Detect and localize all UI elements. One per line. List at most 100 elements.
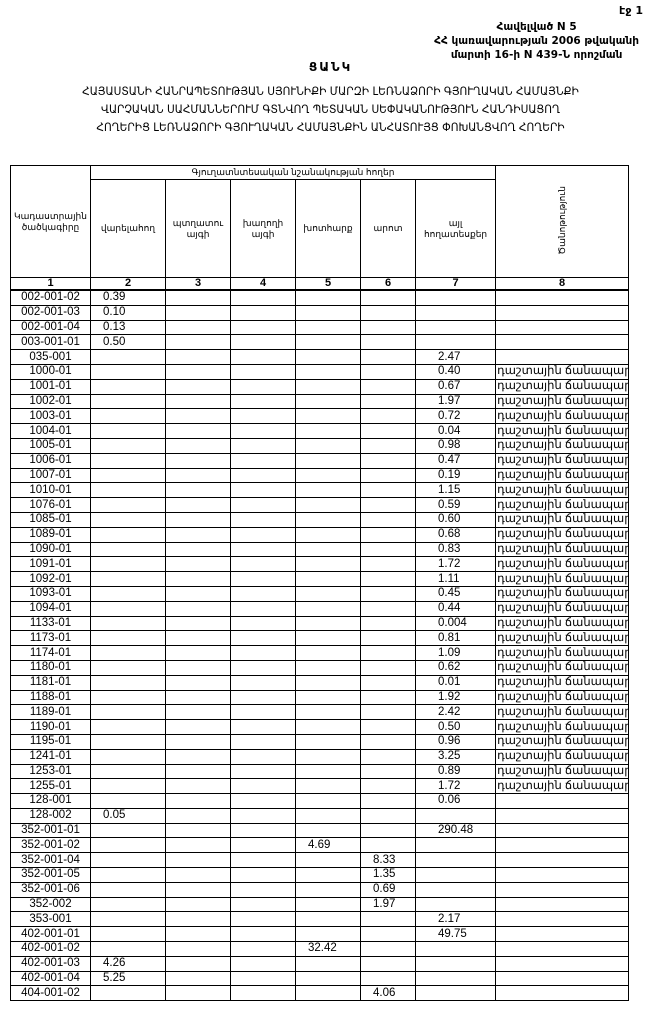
column-number: 6 (360, 277, 416, 291)
header-other-land: այլ հողատեսքեր (414, 179, 497, 278)
cell-other-land: 0.89 (414, 763, 497, 780)
cell-orchard (165, 615, 231, 632)
cell-orchard (165, 704, 231, 721)
table-body: 002-001-02 0.39 002-001-03 0.10 002-001-04 0.… (10, 289, 630, 1002)
cell-cadastral-code: 1181-01 (10, 674, 91, 691)
cell-cadastral-code: 1076-01 (10, 497, 91, 513)
column-number: 3 (165, 277, 231, 291)
cell-hayfield: 32.42 (295, 941, 361, 957)
cell-orchard (165, 482, 231, 499)
cell-orchard (165, 659, 231, 676)
cell-pasture (360, 556, 416, 573)
cell-arable (90, 689, 166, 706)
cell-arable (90, 408, 166, 425)
cell-note: դաշտային ճանապարհ (495, 541, 630, 558)
cell-other-land: 0.06 (414, 793, 497, 809)
cell-cadastral-code: 1091-01 (10, 556, 91, 573)
cell-vineyard (230, 674, 296, 691)
cell-cadastral-code: 352-001-04 (10, 852, 91, 869)
cell-pasture (360, 955, 416, 972)
column-number: 4 (230, 277, 296, 291)
cell-note: դաշտային ճանապարհ (495, 704, 630, 721)
cell-hayfield (295, 689, 361, 706)
cell-cadastral-code: 1010-01 (10, 482, 91, 499)
cell-hayfield (295, 955, 361, 972)
cell-note: դաշտային ճանապարհ (495, 452, 630, 469)
cell-arable (90, 526, 166, 543)
cell-vineyard (230, 970, 296, 987)
cell-vineyard (230, 881, 296, 898)
cell-note: դաշտային ճանապարհ (495, 497, 630, 513)
table-row: 1133-01 0.004 դաշտային ճանապարհ (10, 615, 630, 632)
cell-arable (90, 571, 166, 587)
table-row: 353-001 2.17 (10, 911, 630, 928)
cell-note (495, 955, 630, 972)
cell-cadastral-code: 035-001 (10, 349, 91, 365)
cell-orchard (165, 645, 231, 661)
cell-pasture (360, 763, 416, 780)
header-pasture: արոտ (360, 179, 416, 278)
table-row: 1188-01 1.92 դաշտային ճանապարհ (10, 689, 630, 706)
cell-other-land: 1.15 (414, 482, 497, 499)
cell-hayfield: 4.69 (295, 837, 361, 854)
table-row: 1090-01 0.83 դաշտային ճանապարհ (10, 541, 630, 558)
cell-hayfield (295, 985, 361, 1002)
cell-pasture (360, 497, 416, 513)
cell-orchard (165, 822, 231, 839)
cell-vineyard (230, 763, 296, 780)
cell-hayfield (295, 852, 361, 869)
cell-vineyard (230, 941, 296, 957)
cell-other-land: 290.48 (414, 822, 497, 839)
cell-cadastral-code: 002-001-03 (10, 304, 91, 321)
cell-other-land (414, 852, 497, 869)
cell-arable (90, 497, 166, 513)
cell-note (495, 822, 630, 839)
cell-pasture (360, 334, 416, 351)
cell-pasture (360, 733, 416, 750)
header-orchard: պտղատու այգի (165, 179, 231, 278)
cell-vineyard (230, 630, 296, 647)
cell-cadastral-code: 352-002 (10, 896, 91, 913)
cell-arable: 0.05 (90, 807, 166, 824)
cell-vineyard (230, 615, 296, 632)
cell-note (495, 349, 630, 365)
annex-line: Հավելված N 5 (496, 21, 577, 33)
header-arable: վարելահող (90, 179, 166, 278)
cell-cadastral-code: 128-001 (10, 793, 91, 809)
cell-note: դաշտային ճանապարհ (495, 674, 630, 691)
cell-arable (90, 719, 166, 735)
header-hayfield: խոտհարք (295, 179, 361, 278)
cell-arable (90, 704, 166, 721)
cell-other-land: 0.68 (414, 526, 497, 543)
cell-vineyard (230, 393, 296, 410)
cell-arable (90, 645, 166, 661)
cell-other-land (414, 955, 497, 972)
table-row: 1076-01 0.59 դաշտային ճանապարհ (10, 497, 630, 513)
subtitle-line: ՀԱՅԱՍՏԱՆԻ ՀԱՆՐԱՊԵՏՈՒԹՅԱՆ ՍՅՈՒՆԻՔԻ ՄԱՐԶԻ … (82, 84, 579, 98)
cell-cadastral-code: 1241-01 (10, 748, 91, 765)
cell-note (495, 334, 630, 351)
cell-other-land: 0.44 (414, 600, 497, 617)
cell-pasture (360, 837, 416, 854)
cell-vineyard (230, 985, 296, 1002)
cell-orchard (165, 541, 231, 558)
cell-vineyard (230, 556, 296, 573)
cell-vineyard (230, 911, 296, 928)
cell-other-land: 49.75 (414, 926, 497, 943)
cell-pasture (360, 630, 416, 647)
cell-orchard (165, 585, 231, 602)
table-row: 1089-01 0.68 դաշտային ճանապարհ (10, 526, 630, 543)
cell-orchard (165, 393, 231, 410)
cell-cadastral-code: 002-001-04 (10, 319, 91, 336)
cell-other-land: 2.42 (414, 704, 497, 721)
cell-note: դաշտային ճանապարհ (495, 645, 630, 661)
cell-hayfield (295, 408, 361, 425)
cell-note: դաշտային ճանապարհ (495, 526, 630, 543)
cell-cadastral-code: 128-002 (10, 807, 91, 824)
cell-orchard (165, 467, 231, 484)
cell-cadastral-code: 404-001-02 (10, 985, 91, 1002)
cell-other-land: 0.72 (414, 408, 497, 425)
column-number: 8 (495, 277, 630, 291)
cell-note (495, 941, 630, 957)
cell-hayfield (295, 437, 361, 454)
